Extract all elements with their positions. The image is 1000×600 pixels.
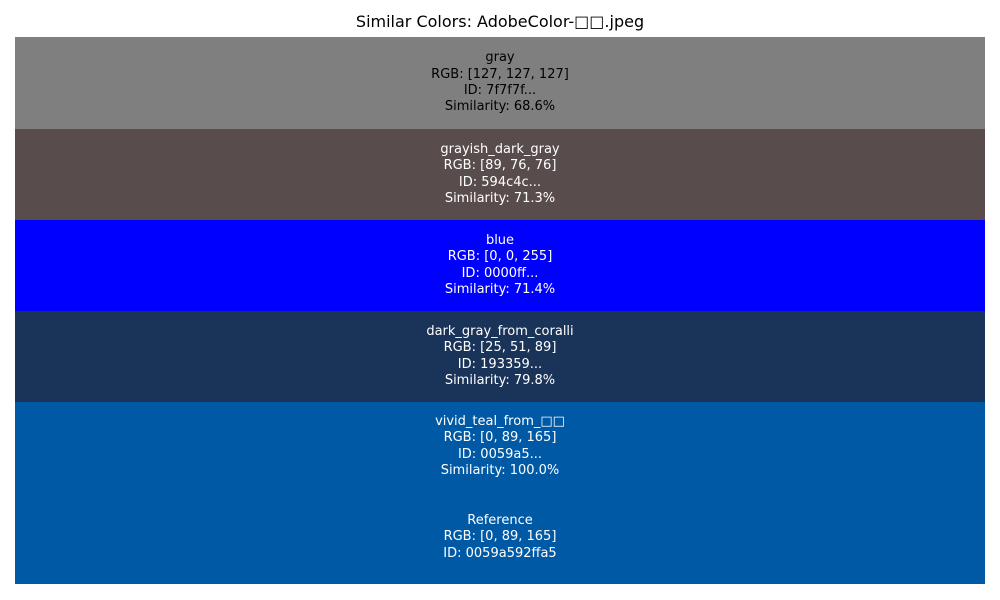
swatch-id: ID: 193359...: [457, 356, 543, 372]
swatch-name: dark_gray_from_coralli: [426, 323, 574, 339]
swatch-name: Reference: [467, 513, 533, 528]
swatch-name: vivid_teal_from_□□: [435, 414, 565, 429]
swatch-rgb: RGB: [89, 76, 76]: [443, 158, 557, 174]
swatch-dark-gray-from-coralli: dark_gray_from_coralli RGB: [25, 51, 89]…: [15, 311, 985, 402]
swatch-rgb: RGB: [0, 89, 165]: [443, 430, 557, 446]
swatch-similarity: Similarity: 68.6%: [444, 99, 556, 115]
swatch-similarity: Similarity: 71.3%: [444, 190, 556, 206]
swatch-rgb: RGB: [0, 0, 255]: [447, 249, 553, 265]
swatch-similarity: Similarity: 79.8%: [444, 372, 556, 388]
swatch-id: ID: 594c4c...: [458, 174, 542, 190]
swatch-rgb: RGB: [127, 127, 127]: [431, 66, 569, 82]
swatch-rgb: RGB: [25, 51, 89]: [443, 340, 557, 356]
swatch-name: blue: [485, 232, 515, 248]
swatch-name: gray: [485, 50, 515, 66]
swatch-name: grayish_dark_gray: [440, 141, 560, 157]
color-swatch-stack: gray RGB: [127, 127, 127] ID: 7f7f7f... …: [15, 37, 985, 584]
swatch-reference: Reference RGB: [0, 89, 165] ID: 0059a592…: [15, 493, 985, 584]
swatch-blue: blue RGB: [0, 0, 255] ID: 0000ff... Simi…: [15, 220, 985, 311]
swatch-similarity: Similarity: 71.4%: [444, 281, 556, 297]
swatch-id: ID: 0059a592ffa5: [443, 545, 557, 561]
swatch-rgb: RGB: [0, 89, 165]: [443, 529, 557, 545]
swatch-vivid-teal: vivid_teal_from_□□ RGB: [0, 89, 165] ID:…: [15, 402, 985, 493]
chart-title: Similar Colors: AdobeColor-□□.jpeg: [355, 12, 645, 31]
swatch-gray: gray RGB: [127, 127, 127] ID: 7f7f7f... …: [15, 37, 985, 129]
swatch-id: ID: 7f7f7f...: [463, 83, 537, 98]
swatch-id: ID: 0059a5...: [457, 446, 543, 462]
swatch-similarity: Similarity: 100.0%: [440, 462, 560, 478]
swatch-grayish-dark-gray: grayish_dark_gray RGB: [89, 76, 76] ID: …: [15, 129, 985, 220]
swatch-id: ID: 0000ff...: [461, 265, 539, 281]
